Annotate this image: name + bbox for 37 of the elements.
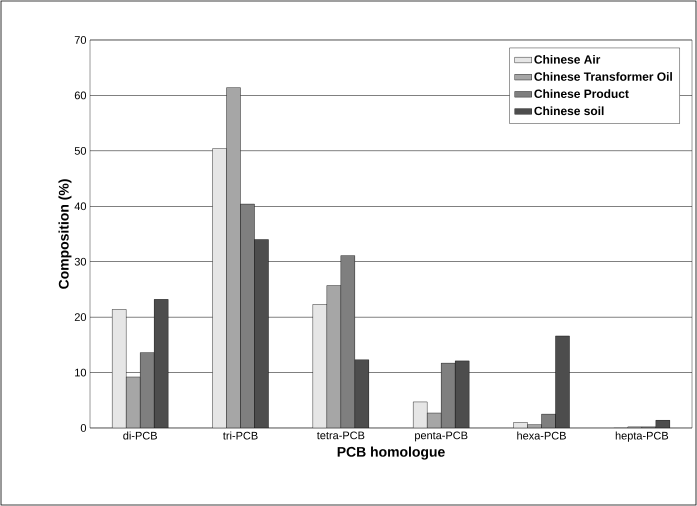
y-tick-label: 10 [75,368,86,376]
y-axis-title: Composition (%) [58,179,72,289]
bar [555,336,570,428]
x-tick-label: tetra-PCB [316,432,364,440]
y-tick-label: 20 [74,313,86,322]
bar [254,239,269,428]
legend-label: Chinese Product [534,89,629,98]
bar [440,362,456,428]
bar [412,402,428,428]
bar [140,352,154,428]
y-tick-label: 40 [74,202,86,210]
bar [212,148,227,428]
bar [226,87,241,428]
y-tick-label: 50 [74,146,86,155]
x-tick-label: penta-PCB [415,432,468,442]
bar [154,299,168,428]
y-tick-label: 30 [74,258,86,266]
legend-label: Chinese Air [534,54,600,64]
legend-label: Chinese soil [534,106,604,116]
bar [126,376,140,428]
bar [240,204,255,428]
x-tick-label: tri-PCB [223,432,258,440]
y-tick-label: 60 [74,92,86,100]
y-tick-label: 0 [80,424,86,432]
bar [112,309,126,428]
bar [454,360,470,428]
y-tick-label: 70 [74,36,86,44]
bar [326,285,342,428]
bar [426,412,442,428]
legend-label: Chinese Transformer Oil [534,72,672,81]
x-tick-label: hexa-PCB [517,432,566,440]
x-axis-title: PCB homologue [338,446,445,460]
bar [354,360,370,428]
bar [312,304,328,428]
bar [340,255,356,428]
x-tick-label: di-PCB [123,432,157,440]
x-tick-label: hepta-PCB [616,432,668,442]
